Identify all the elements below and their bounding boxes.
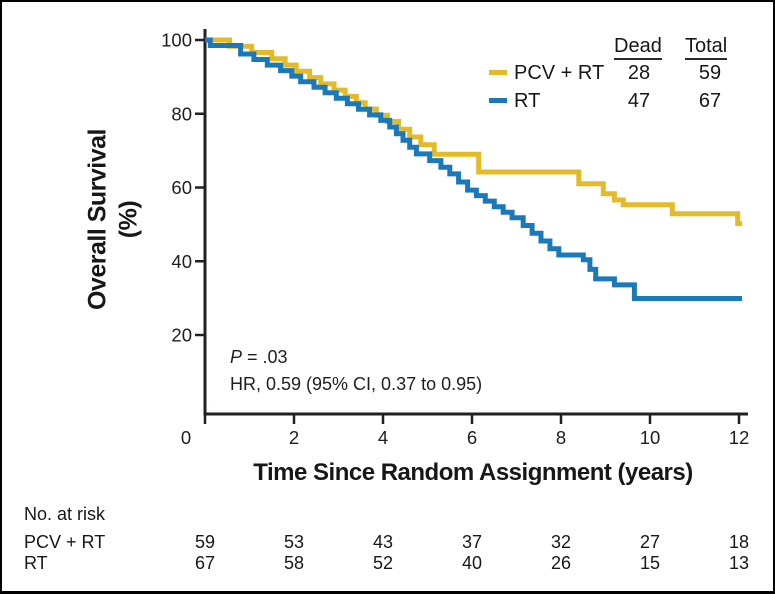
- y-axis-label-line1: Overall Survival: [83, 129, 112, 311]
- risk-row-label-rt: RT: [24, 553, 48, 573]
- risk-count: 18: [728, 532, 750, 552]
- legend-dead-pcv-rt: 28: [627, 62, 651, 84]
- legend-label-rt: RT: [514, 90, 541, 112]
- x-tick-label: 10: [640, 427, 661, 448]
- risk-row-label-pcv-rt: PCV + RT: [24, 532, 106, 552]
- x-tick-label: 4: [378, 427, 388, 448]
- p-value-text: = .03: [242, 347, 288, 367]
- risk-count: 43: [372, 532, 394, 552]
- legend-total-rt: 67: [698, 90, 722, 112]
- legend-column-dead: Dead: [614, 36, 662, 60]
- x-tick-label: 2: [289, 427, 299, 448]
- risk-count: 59: [194, 532, 216, 552]
- y-tick-label: 20: [171, 325, 192, 346]
- risk-count: 27: [639, 532, 661, 552]
- legend-label-pcv-rt: PCV + RT: [514, 62, 605, 84]
- legend-column-total: Total: [685, 36, 728, 60]
- legend-dead-rt: 47: [627, 90, 651, 112]
- y-axis-label-line2: (%): [114, 200, 143, 239]
- risk-count: 53: [283, 532, 305, 552]
- y-tick-label: 80: [171, 103, 192, 124]
- legend-swatch-pcv-rt: [489, 70, 507, 75]
- risk-count: 58: [283, 553, 305, 573]
- y-tick-label: 60: [171, 177, 192, 198]
- risk-count: 37: [461, 532, 483, 552]
- x-tick-label: 12: [729, 427, 750, 448]
- risk-count: 32: [550, 532, 572, 552]
- risk-table-title: No. at risk: [24, 504, 106, 524]
- risk-count: 13: [728, 553, 750, 573]
- p-value-symbol: P: [230, 347, 243, 367]
- risk-count: 52: [372, 553, 394, 573]
- x-tick-label: 8: [556, 427, 566, 448]
- risk-count: 40: [461, 553, 483, 573]
- y-tick-label: 100: [161, 30, 192, 51]
- risk-count: 67: [194, 553, 216, 573]
- p-value-annotation: P = .03: [230, 346, 288, 368]
- legend-total-pcv-rt: 59: [698, 62, 722, 84]
- hazard-ratio-annotation: HR, 0.59 (95% CI, 0.37 to 0.95): [230, 374, 483, 394]
- x-tick-label: 0: [181, 427, 191, 448]
- risk-count: 15: [639, 553, 661, 573]
- curve-rt: [205, 37, 743, 301]
- x-tick-label: 6: [467, 427, 477, 448]
- risk-count: 26: [550, 553, 572, 573]
- y-tick-label: 40: [171, 251, 192, 272]
- x-axis-label: Time Since Random Assignment (years): [253, 459, 693, 486]
- legend-swatch-rt: [489, 98, 507, 103]
